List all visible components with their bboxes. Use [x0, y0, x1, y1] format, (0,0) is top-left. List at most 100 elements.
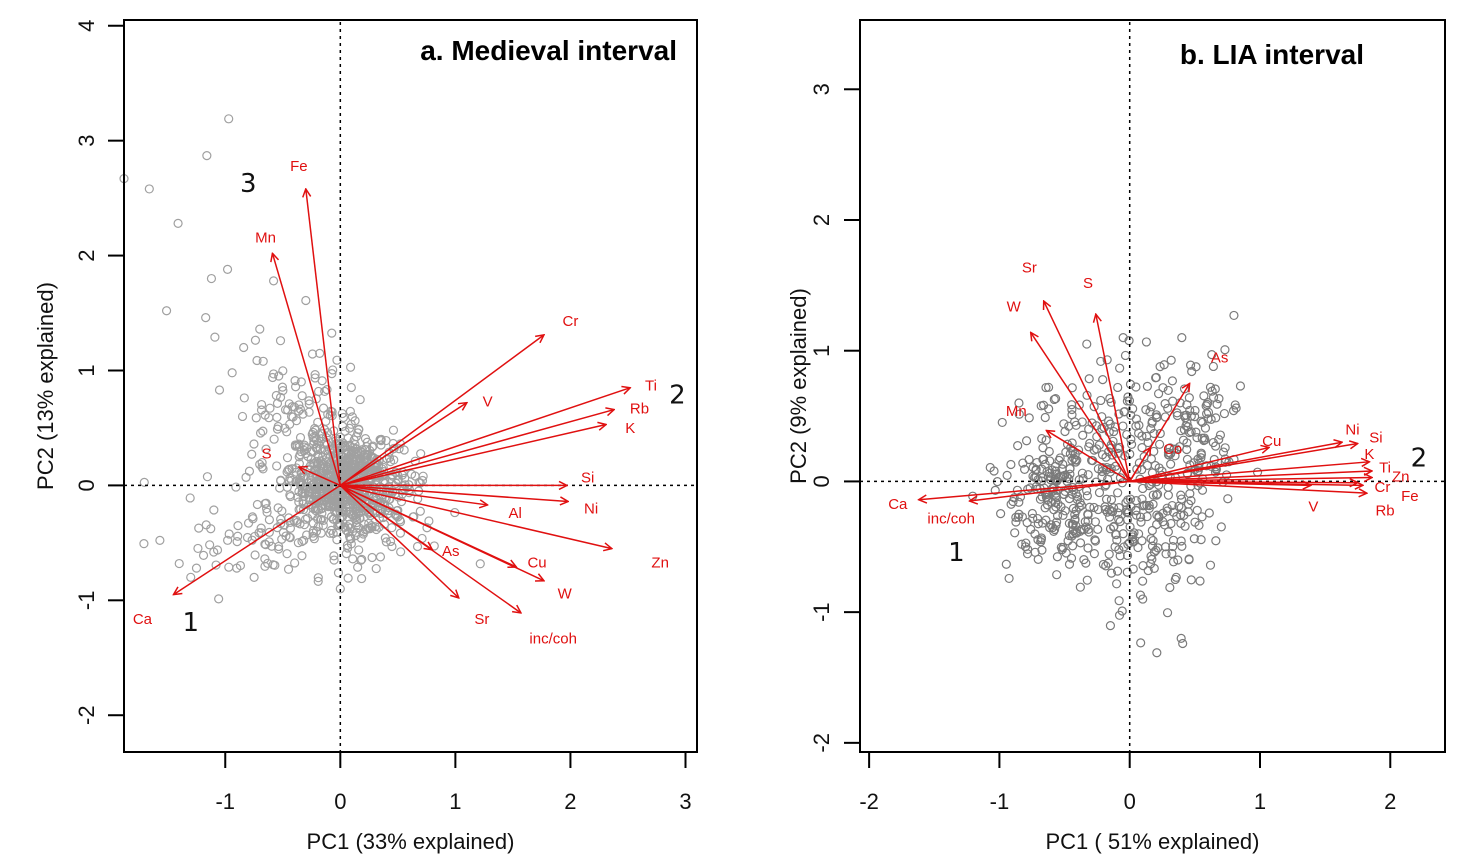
- score-point: [1167, 376, 1178, 386]
- variable-label: Mn: [1006, 403, 1027, 420]
- score-point: [287, 401, 297, 412]
- score-point: [1024, 454, 1034, 465]
- score-point: [360, 434, 371, 444]
- score-point: [367, 552, 377, 563]
- score-point: [1125, 379, 1136, 389]
- score-point: [1131, 382, 1141, 392]
- score-point: [297, 391, 307, 401]
- score-point: [1087, 418, 1097, 428]
- score-point: [1060, 506, 1070, 516]
- score-point: [1186, 411, 1196, 421]
- score-point: [256, 399, 267, 410]
- score-point: [1170, 574, 1180, 585]
- score-point: [375, 552, 386, 562]
- score-point: [1118, 421, 1128, 431]
- score-point: [1138, 594, 1148, 604]
- x-tick-label: 3: [679, 789, 691, 814]
- score-point: [1158, 383, 1168, 393]
- score-point: [252, 499, 262, 510]
- score-point: [1176, 426, 1186, 436]
- variable-label: Ca: [888, 496, 908, 513]
- loading-arrow-Fe: [306, 189, 342, 486]
- score-point: [273, 421, 283, 432]
- score-point: [205, 540, 215, 550]
- panel-title: a. Medieval interval: [420, 35, 677, 66]
- loading-arrow-Ti: [340, 388, 630, 487]
- score-point: [260, 499, 270, 509]
- x-tick-label: -1: [215, 789, 235, 814]
- score-point: [276, 518, 286, 529]
- score-point: [1168, 396, 1178, 406]
- score-point: [396, 496, 407, 507]
- loading-arrow-Rb: [340, 410, 614, 487]
- score-point: [1152, 489, 1163, 499]
- score-point: [193, 543, 203, 554]
- variable-label: K: [1364, 446, 1374, 463]
- loading-arrow-K: [1129, 462, 1370, 483]
- score-point: [384, 503, 394, 513]
- score-point: [1177, 333, 1187, 343]
- score-point: [1014, 497, 1024, 507]
- score-point: [1114, 544, 1124, 555]
- score-point: [1148, 535, 1158, 546]
- score-point: [1014, 398, 1024, 408]
- panel-title: b. LIA interval: [1180, 39, 1364, 70]
- score-point: [1052, 570, 1062, 580]
- score-point: [343, 447, 353, 457]
- score-point: [424, 516, 434, 526]
- score-point: [297, 551, 307, 561]
- score-point: [316, 494, 326, 504]
- score-point: [248, 514, 258, 524]
- score-point: [1075, 582, 1085, 592]
- score-point: [1037, 464, 1047, 474]
- score-point: [1223, 494, 1233, 504]
- score-point: [1136, 638, 1146, 648]
- score-point: [291, 515, 302, 526]
- score-point: [1167, 548, 1177, 559]
- score-point: [1151, 372, 1161, 383]
- score-point: [1137, 494, 1147, 504]
- score-point: [338, 421, 348, 431]
- score-point: [1035, 494, 1046, 504]
- score-point: [1229, 310, 1239, 321]
- score-point: [475, 559, 485, 569]
- score-point: [1028, 471, 1038, 481]
- score-point: [1065, 464, 1075, 474]
- score-point: [272, 461, 282, 471]
- score-point: [272, 412, 282, 423]
- score-point: [198, 550, 209, 560]
- plot-frame: [123, 19, 698, 753]
- score-point: [304, 396, 314, 406]
- score-point: [1101, 494, 1112, 504]
- score-point: [1138, 576, 1148, 586]
- score-point: [1113, 488, 1123, 498]
- score-point: [333, 568, 344, 578]
- score-point: [1152, 648, 1162, 658]
- score-point: [365, 501, 376, 511]
- score-point: [1143, 565, 1153, 576]
- score-point: [1041, 382, 1051, 393]
- x-axis-title: PC1 ( 51% explained): [1045, 829, 1259, 854]
- score-point: [1064, 518, 1074, 528]
- score-point: [1162, 608, 1173, 618]
- score-point: [239, 393, 249, 403]
- score-point: [313, 573, 323, 583]
- variable-label: Ca: [133, 611, 153, 628]
- score-point: [1044, 404, 1054, 414]
- x-axis-title: PC1 (33% explained): [307, 829, 515, 854]
- score-point: [1195, 576, 1205, 586]
- y-tick-label: 3: [809, 83, 834, 95]
- score-point: [1199, 391, 1209, 401]
- score-point: [295, 404, 305, 414]
- score-point: [317, 434, 327, 444]
- score-point: [257, 457, 267, 468]
- score-point: [1104, 549, 1114, 559]
- y-tick-label: -1: [74, 591, 99, 611]
- score-point: [268, 369, 279, 379]
- score-point: [174, 558, 184, 569]
- score-point: [1122, 515, 1133, 525]
- score-point: [227, 368, 237, 378]
- score-point: [1180, 410, 1190, 421]
- variable-label: Ti: [1379, 459, 1391, 476]
